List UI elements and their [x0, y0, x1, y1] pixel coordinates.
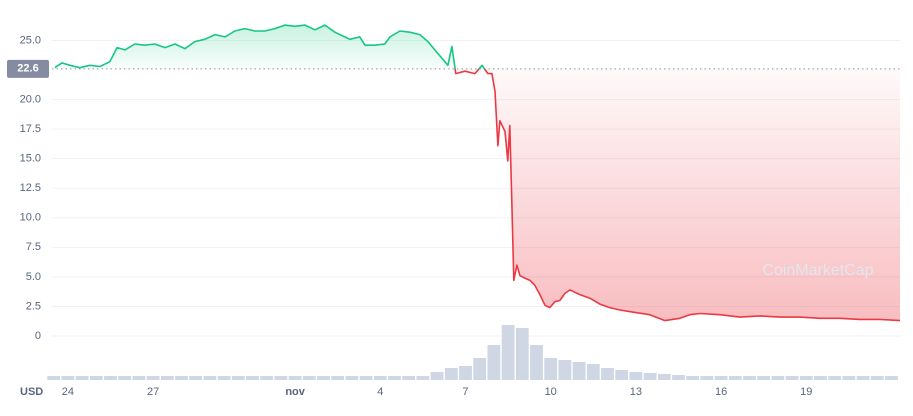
volume-bar [160, 376, 174, 380]
plot [52, 24, 901, 322]
volume-bar [501, 325, 515, 380]
volume-bar [373, 376, 387, 380]
volume-bar [260, 376, 274, 380]
y-tick-label: 7.5 [26, 241, 41, 253]
volume-bar [288, 376, 302, 380]
labels: 0 2.5 5.0 7.5 10.0 12.5 15.0 17.5 20.0 25.0 24 27 no… [7, 34, 812, 398]
volume-bar [317, 376, 330, 380]
volume-bar [430, 372, 444, 380]
volume-bar [629, 372, 643, 380]
grid [52, 39, 900, 337]
volume-bar [487, 345, 501, 380]
x-tick-label: 19 [800, 386, 812, 398]
volume-bar [118, 376, 132, 380]
volume-bar [657, 374, 671, 380]
volume-bar [104, 376, 117, 380]
volume-bar [231, 376, 245, 380]
volume-bar [814, 376, 827, 380]
volume-bar [132, 376, 146, 380]
volume-bar [714, 376, 728, 380]
x-tick-label: 4 [377, 386, 383, 398]
price-line [54, 24, 901, 322]
volume-bar [459, 366, 472, 380]
y-tick-label: 0 [35, 330, 41, 342]
y-tick-label: 17.5 [20, 123, 41, 135]
currency-label: USD [20, 386, 43, 398]
x-tick-label: 16 [715, 386, 727, 398]
volume-bar [388, 376, 401, 380]
volume-bar [89, 376, 103, 380]
volume-bar [530, 345, 543, 380]
volume-bar [75, 376, 89, 380]
volume-bar [771, 376, 785, 380]
volume-bar [146, 376, 160, 380]
volume-bar [331, 376, 345, 380]
volume-bar [345, 376, 359, 380]
volume-bar [700, 376, 714, 380]
volume-bar [615, 370, 629, 380]
volume-bar [246, 376, 259, 380]
volume-bar [757, 376, 771, 380]
volume-bar [402, 376, 416, 380]
x-tick-label: 27 [147, 386, 159, 398]
volume-bar [728, 376, 742, 380]
volume-bar [444, 368, 458, 380]
volume-bar [856, 376, 870, 380]
area-fill [54, 25, 901, 321]
watermark: CoinMarketCap [762, 262, 873, 279]
volume-bar [572, 362, 586, 380]
volume-bar [686, 376, 700, 380]
baseline-label: 22.6 [17, 63, 38, 75]
volume-bar [274, 376, 288, 380]
x-tick-label: 24 [62, 386, 74, 398]
volume-bar [61, 376, 75, 380]
volume-bar [175, 376, 188, 380]
x-tick-label: nov [285, 386, 305, 398]
volume-bar [189, 376, 203, 380]
volume-bar [515, 328, 529, 380]
volume-bar [302, 376, 316, 380]
volume-bar [743, 376, 756, 380]
volume-bar [544, 358, 558, 380]
y-tick-label: 12.5 [20, 182, 41, 194]
x-tick-label: 13 [630, 386, 642, 398]
y-tick-label: 15.0 [20, 153, 41, 165]
volume-bar [828, 376, 842, 380]
volume-bar [203, 376, 217, 380]
volume-bar [885, 376, 898, 380]
x-tick-label: 7 [462, 386, 468, 398]
y-tick-label: 20.0 [20, 93, 41, 105]
volume-bar [870, 376, 884, 380]
y-tick-label: 10.0 [20, 212, 41, 224]
volume-bar [359, 376, 373, 380]
volume-bar [672, 375, 685, 380]
y-tick-label: 25.0 [20, 34, 41, 46]
y-tick-label: 5.0 [26, 271, 41, 283]
volume-bar [601, 368, 614, 380]
baseline-label-box [7, 59, 49, 78]
x-tick-label: 10 [545, 386, 557, 398]
volume-bar [558, 360, 572, 380]
volume-bar [473, 358, 487, 380]
volume-bar [47, 376, 61, 380]
volume-bar [217, 376, 231, 380]
volume-bar [586, 364, 600, 380]
volume-bar [785, 376, 799, 380]
y-tick-label: 2.5 [26, 300, 41, 312]
volume-bar [799, 376, 813, 380]
volume [47, 325, 898, 380]
volume-bar [643, 373, 657, 380]
volume-bar [842, 376, 856, 380]
volume-bar [416, 376, 430, 380]
